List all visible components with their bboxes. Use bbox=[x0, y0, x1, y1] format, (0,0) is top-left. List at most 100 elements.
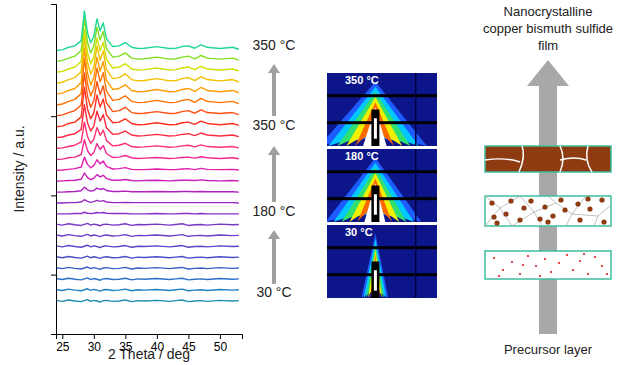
beam-stop bbox=[371, 186, 379, 223]
grain-layer bbox=[485, 196, 611, 226]
scattering-pattern bbox=[361, 234, 388, 298]
y-tick-mark bbox=[51, 195, 56, 196]
nanoparticle bbox=[558, 197, 563, 202]
nanoparticle bbox=[528, 198, 533, 203]
nanoparticle bbox=[599, 197, 604, 202]
detector-gap bbox=[327, 246, 437, 249]
xrd-curve bbox=[56, 267, 239, 269]
x-tick-label: 30 bbox=[88, 340, 102, 354]
precursor-seed bbox=[493, 257, 495, 259]
nanoparticle bbox=[587, 206, 592, 211]
xrd-curve bbox=[56, 245, 239, 247]
xrd-curve bbox=[56, 212, 239, 214]
x-tick: 25 bbox=[56, 334, 70, 354]
x-tick-label: 50 bbox=[214, 340, 228, 354]
xrd-curve bbox=[56, 289, 239, 291]
precursor-seed bbox=[601, 265, 603, 267]
film-layer bbox=[485, 146, 611, 172]
grain-boundary bbox=[534, 196, 556, 212]
x-tick-mark bbox=[125, 334, 126, 339]
nanoparticle bbox=[521, 205, 526, 210]
crack bbox=[587, 146, 592, 172]
precursor-seed bbox=[579, 260, 581, 262]
precursor-layer bbox=[485, 251, 611, 279]
detector-background bbox=[327, 149, 437, 222]
schematic: Nanocrystallinecopper bismuth sulfidefil… bbox=[483, 4, 613, 357]
nanoparticle bbox=[503, 211, 508, 216]
x-tick-mark bbox=[157, 334, 158, 339]
nanoparticle bbox=[491, 214, 496, 219]
xrd-curve bbox=[56, 200, 239, 203]
xrd-curve bbox=[56, 11, 239, 51]
x-tick-mark bbox=[94, 334, 95, 339]
precursor-seed bbox=[572, 269, 574, 271]
temperature-arrows bbox=[268, 64, 280, 284]
detector-gap bbox=[415, 149, 417, 222]
arrow bbox=[268, 146, 280, 202]
precursor-seed bbox=[544, 258, 546, 260]
nanoparticle bbox=[537, 216, 542, 221]
scattering-pattern bbox=[366, 244, 384, 298]
precursor-seed bbox=[527, 255, 529, 257]
xrd-curve bbox=[56, 29, 239, 72]
schematic-title: film bbox=[538, 38, 558, 53]
grain-boundary bbox=[512, 196, 534, 226]
crack bbox=[485, 159, 520, 162]
xrd-curve bbox=[56, 256, 239, 258]
scattering-pattern bbox=[327, 158, 421, 222]
xrd-curve bbox=[56, 105, 239, 138]
scattering-core bbox=[363, 107, 387, 146]
grain-boundary bbox=[594, 216, 598, 226]
xrd-curve bbox=[56, 157, 239, 170]
detector-gap bbox=[415, 73, 417, 146]
precursor-seed bbox=[587, 273, 589, 275]
nanoparticle bbox=[494, 220, 499, 225]
grain-boundary bbox=[534, 212, 542, 226]
precursor-seed bbox=[550, 271, 552, 273]
grain-boundary bbox=[572, 196, 586, 214]
precursor-seed bbox=[519, 273, 521, 275]
scattering-core bbox=[364, 183, 385, 222]
x-tick: 30 bbox=[88, 334, 102, 354]
detector-background bbox=[327, 225, 437, 298]
scattering-pattern bbox=[365, 183, 384, 222]
precursor-seed bbox=[594, 256, 596, 258]
nanoparticle bbox=[542, 204, 547, 209]
xrd-curve bbox=[56, 87, 239, 127]
x-tick-mark bbox=[62, 334, 63, 339]
nanoparticle bbox=[562, 207, 567, 212]
x-axis-line bbox=[57, 335, 243, 340]
detector-gap bbox=[415, 225, 417, 298]
beam-stop bbox=[371, 262, 379, 299]
arrow bbox=[268, 64, 280, 116]
precursor-seed bbox=[502, 269, 504, 271]
precursor-seed bbox=[535, 265, 537, 267]
nanoparticle bbox=[585, 196, 590, 201]
detector-gap bbox=[327, 197, 437, 200]
scattering-pattern bbox=[337, 92, 410, 146]
figure-svg: 2530354045502 Theta / degIntensity / a.u… bbox=[0, 0, 631, 365]
x-tick: 50 bbox=[214, 334, 228, 354]
giwaxs-panel: 180 °C bbox=[325, 149, 437, 222]
xrd-curve bbox=[56, 223, 239, 225]
plot-area bbox=[56, 11, 239, 302]
beam-stop-core bbox=[374, 118, 377, 138]
arrow bbox=[268, 230, 280, 284]
temperature-label: 350 °C bbox=[253, 117, 296, 133]
figure: 2530354045502 Theta / degIntensity / a.u… bbox=[0, 0, 631, 365]
nanoparticle bbox=[545, 219, 550, 224]
nanoparticle bbox=[575, 201, 580, 206]
scattering-pattern bbox=[370, 254, 380, 298]
xrd-curve bbox=[56, 140, 239, 160]
xrd-curve bbox=[56, 187, 239, 192]
giwaxs-label: 30 °C bbox=[345, 226, 373, 238]
x-axis-title: 2 Theta / deg bbox=[108, 346, 190, 362]
giwaxs-label: 350 °C bbox=[345, 74, 379, 86]
grain-boundary bbox=[485, 196, 500, 226]
precursor-seed bbox=[583, 253, 585, 255]
xrd-curve bbox=[56, 300, 239, 302]
y-axis-line bbox=[51, 5, 57, 335]
beam-stop-core bbox=[374, 194, 377, 214]
nanoparticle bbox=[489, 200, 494, 205]
nanoparticle bbox=[508, 198, 513, 203]
